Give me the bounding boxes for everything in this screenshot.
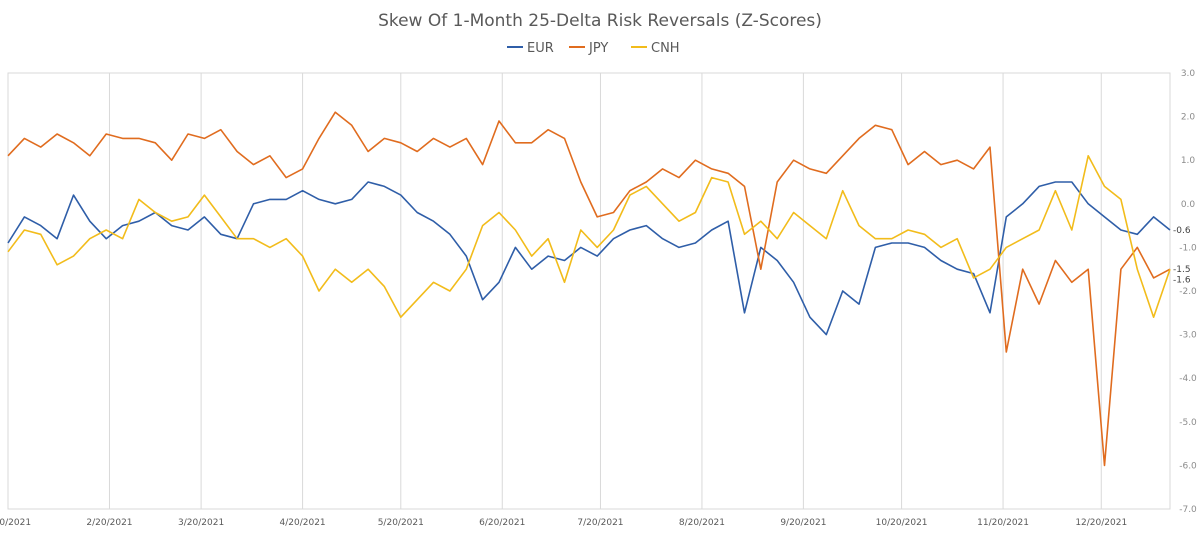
x-tick-label: 11/20/2021 <box>977 518 1029 528</box>
series-line-eur <box>7 181 1171 336</box>
x-tick-label: 12/20/2021 <box>1075 518 1127 528</box>
legend: EUR JPY CNH <box>507 41 680 56</box>
x-tick-label: 6/20/2021 <box>479 518 525 528</box>
y-tick-label: -5.0 <box>1179 418 1197 428</box>
chart-title: Skew Of 1-Month 25-Delta Risk Reversals … <box>378 11 822 31</box>
y-tick-label: 3.0 <box>1181 69 1196 79</box>
y-tick-label: -2.0 <box>1179 287 1197 297</box>
x-tick-label: 5/20/2021 <box>378 518 424 528</box>
y-tick-label: -7.0 <box>1179 505 1197 515</box>
y-axis: 3.0 2.0 1.0 0.0 -1.0 -2.0 -3.0 -4.0 -5.0 -6.0 -7.0 <box>1179 69 1197 515</box>
end-labels: -0.6 -1.5-1.6 <box>1173 226 1191 286</box>
x-axis: 1/20/2021 2/20/2021 3/20/2021 4/20/2021 5/20… <box>0 518 1127 528</box>
legend-label-cnh: CNH <box>651 41 680 56</box>
plot-area-border <box>7 72 1171 510</box>
end-value-label: -0.6 <box>1173 226 1191 236</box>
legend-label-eur: EUR <box>527 41 554 56</box>
x-tick-label: 1/20/2021 <box>0 518 31 528</box>
x-tick-label: 7/20/2021 <box>577 518 623 528</box>
x-tick-label: 9/20/2021 <box>780 518 826 528</box>
x-tick-label: 8/20/2021 <box>679 518 725 528</box>
x-tick-label: 10/20/2021 <box>876 518 928 528</box>
y-tick-label: 2.0 <box>1181 113 1196 123</box>
legend-label-jpy: JPY <box>588 41 608 56</box>
end-value-label: -1.6 <box>1173 276 1191 286</box>
series-line-cnh <box>7 155 1171 319</box>
y-tick-label: -3.0 <box>1179 331 1197 341</box>
series-layer <box>7 111 1171 467</box>
series-line-jpy <box>7 111 1171 467</box>
y-tick-label: -1.0 <box>1179 243 1197 253</box>
x-tick-label: 4/20/2021 <box>280 518 326 528</box>
end-value-label: -1.5 <box>1173 265 1191 275</box>
x-tick-label: 3/20/2021 <box>178 518 224 528</box>
x-tick-label: 2/20/2021 <box>86 518 132 528</box>
y-tick-label: -4.0 <box>1179 374 1197 384</box>
grid <box>7 72 1171 510</box>
y-tick-label: 0.0 <box>1181 200 1196 210</box>
y-tick-label: -6.0 <box>1179 461 1197 471</box>
y-tick-label: 1.0 <box>1181 156 1196 166</box>
